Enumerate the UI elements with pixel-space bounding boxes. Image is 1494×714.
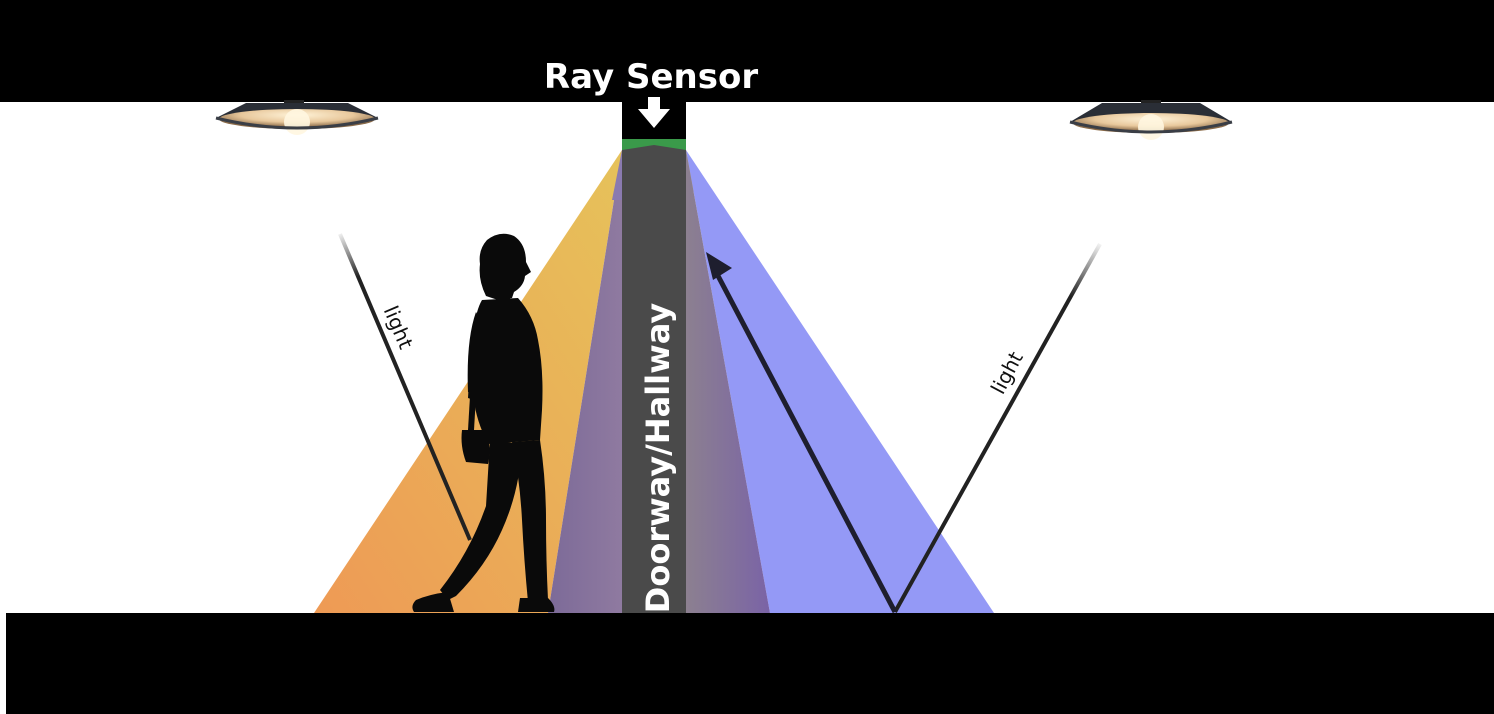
sensor-strip <box>622 139 686 150</box>
ceiling-lamp-icon <box>1069 100 1233 140</box>
walking-person-silhouette <box>412 233 555 612</box>
light-ray-left <box>338 233 472 541</box>
doorway-label: Doorway/Hallway <box>639 303 677 614</box>
light-ray-right-reflected <box>713 270 898 614</box>
light-label-left: light <box>379 302 418 352</box>
doorway-column <box>622 102 686 613</box>
ceiling-lamp-icon <box>215 100 379 135</box>
reflection-arrowhead <box>706 252 732 280</box>
floor <box>6 613 1494 714</box>
blue-beam <box>686 150 994 613</box>
light-ray-right-incoming <box>893 243 1102 613</box>
ceiling <box>0 0 1494 102</box>
purple-beam-right <box>686 150 770 613</box>
purple-beam-left <box>548 150 622 613</box>
sensor-title: Ray Sensor <box>544 57 758 97</box>
light-label-right: light <box>986 347 1028 398</box>
arrow-down-icon <box>638 97 670 128</box>
purple-beam-top-left <box>612 150 622 200</box>
